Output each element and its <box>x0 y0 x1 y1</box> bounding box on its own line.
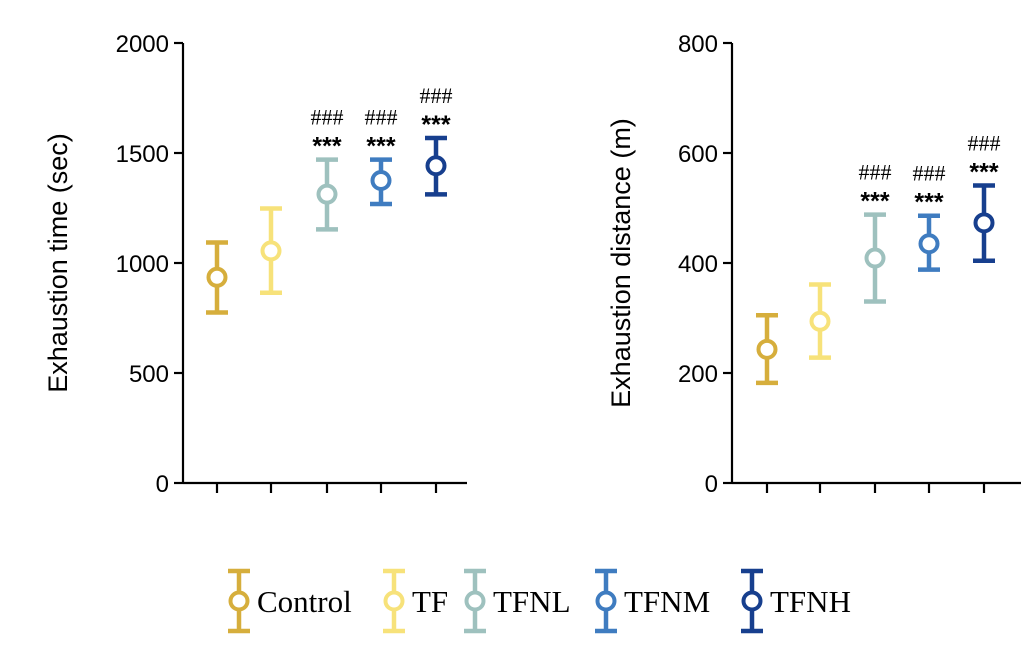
y-tick-label: 800 <box>678 31 718 58</box>
data-point-tfnh <box>973 183 995 264</box>
mean-marker <box>316 183 338 205</box>
legend: Control TF TFNL TFNM TFNH <box>228 568 851 634</box>
significance-hash: ### <box>311 105 344 130</box>
y-tick-label: 600 <box>678 141 718 168</box>
mean-marker <box>756 338 778 360</box>
y-tick-label: 1000 <box>116 251 169 278</box>
legend-marker <box>741 590 763 612</box>
y-tick-label: 200 <box>678 361 718 388</box>
y-tick-label: 0 <box>705 471 718 498</box>
y-tick-label: 1500 <box>116 141 169 168</box>
mean-marker <box>973 212 995 234</box>
y-tick-label: 500 <box>129 361 169 388</box>
y-axis-title: Exhaustion distance (m) <box>606 118 636 408</box>
mean-marker <box>260 240 282 262</box>
exhaustion-distance-chart: 0 200 400 600 800 Exhaustion distance (m) ### *… <box>606 31 1021 498</box>
mean-marker <box>370 170 392 191</box>
legend-item-tfnh: TFNH <box>741 568 851 634</box>
mean-marker <box>206 266 228 288</box>
legend-label: TFNL <box>493 584 571 619</box>
data-point-tfnl <box>864 212 886 304</box>
significance-stars: *** <box>312 133 341 161</box>
significance-hash: ### <box>968 130 1001 155</box>
legend-marker <box>464 590 486 612</box>
mean-marker <box>425 155 447 177</box>
data-point-tfnm <box>370 157 392 207</box>
legend-label: TFNH <box>770 584 851 619</box>
significance-hash: ### <box>913 161 946 186</box>
legend-label: Control <box>257 584 352 619</box>
y-tick-label: 0 <box>156 471 169 498</box>
legend-marker <box>595 590 617 612</box>
legend-marker <box>383 590 405 612</box>
significance-stars: *** <box>914 189 943 217</box>
exhaustion-time-chart: 0 500 1000 1500 2000 Exhaustion time (sec) ###… <box>43 31 467 498</box>
legend-marker <box>228 590 250 612</box>
y-axis-title: Exhaustion time (sec) <box>43 133 73 393</box>
data-point-control <box>756 313 778 386</box>
y-tick-label: 2000 <box>116 31 169 58</box>
y-tick-label: 400 <box>678 251 718 278</box>
legend-item-tfnl: TFNL <box>464 568 571 634</box>
data-point-tfnl <box>316 157 338 232</box>
legend-item-tfnm: TFNM <box>595 568 710 634</box>
data-point-tf <box>260 206 282 295</box>
mean-marker <box>918 233 940 255</box>
significance-hash: ### <box>420 83 453 108</box>
legend-label: TFNM <box>624 584 710 619</box>
significance-stars: *** <box>366 133 395 161</box>
mean-marker <box>864 247 886 269</box>
significance-hash: ### <box>365 105 398 130</box>
significance-hash: ### <box>859 160 892 185</box>
legend-item-control: Control <box>228 568 352 634</box>
data-point-tfnh <box>425 135 447 197</box>
data-point-tfnm <box>918 213 940 272</box>
legend-item-tf: TF <box>383 568 448 634</box>
significance-stars: *** <box>421 111 450 139</box>
data-point-control <box>206 240 228 315</box>
legend-label: TF <box>412 584 448 619</box>
data-point-tf <box>809 282 831 360</box>
significance-stars: *** <box>860 188 889 216</box>
mean-marker <box>809 310 831 332</box>
significance-stars: *** <box>969 158 998 186</box>
